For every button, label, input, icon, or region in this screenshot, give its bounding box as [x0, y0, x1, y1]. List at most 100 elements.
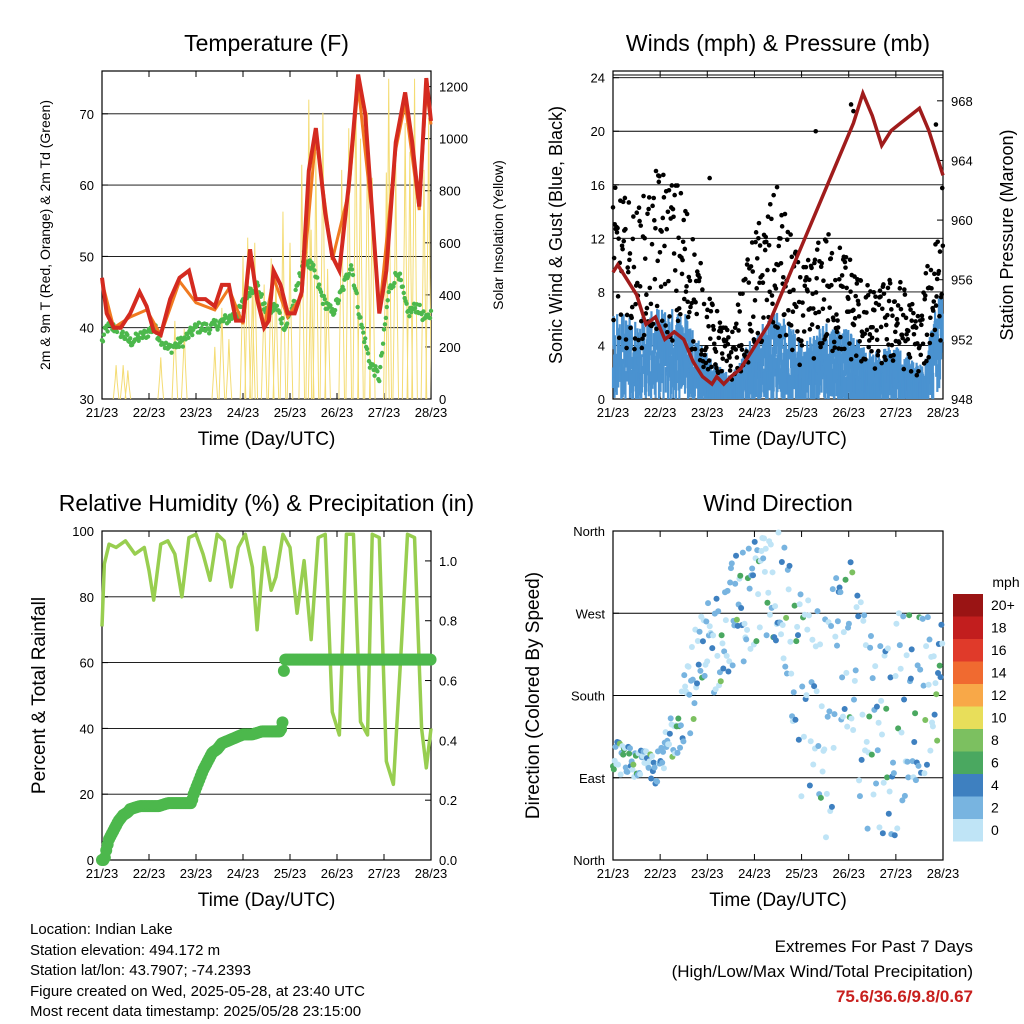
gust-point	[930, 308, 936, 313]
direction-point	[804, 626, 811, 633]
gust-point	[875, 352, 881, 358]
gust-point	[790, 309, 796, 315]
gust-point	[780, 274, 786, 280]
gust-point	[928, 267, 934, 273]
y-right-tick-label: 600	[439, 236, 461, 251]
gust-point	[818, 344, 823, 350]
gust-point	[728, 349, 734, 355]
x-tick-label: 26/23	[832, 405, 865, 420]
gust-point	[934, 294, 939, 299]
gust-point	[819, 260, 825, 266]
direction-point	[850, 727, 857, 734]
gust-point	[937, 249, 943, 254]
gust-point	[753, 230, 759, 235]
direction-point	[714, 652, 721, 659]
gust-point	[633, 301, 638, 307]
direction-point	[875, 719, 882, 726]
gust-point	[842, 346, 847, 352]
dewpoint-point	[398, 277, 404, 283]
legend-swatch	[953, 729, 983, 752]
direction-point	[852, 667, 859, 674]
gust-point	[756, 235, 761, 241]
gust-point	[664, 226, 670, 232]
direction-point	[688, 644, 695, 651]
direction-point	[703, 618, 710, 625]
legend-label: 12	[991, 687, 1007, 703]
gust-point	[863, 357, 868, 362]
chart-title: Relative Humidity (%) & Precipitation (i…	[59, 490, 474, 516]
gust-point	[919, 322, 924, 328]
gust-point	[653, 226, 658, 231]
direction-point	[834, 642, 841, 649]
legend-swatch	[953, 616, 983, 639]
direction-point	[925, 681, 932, 688]
gust-point	[883, 322, 889, 328]
direction-point	[681, 672, 688, 679]
gust-point	[908, 369, 914, 374]
legend-swatch	[953, 594, 983, 617]
direction-point	[626, 745, 633, 752]
gust-point	[824, 332, 830, 337]
gust-point	[801, 329, 807, 334]
temp2m-line	[100, 74, 433, 338]
direction-point	[866, 713, 873, 720]
gust-point	[764, 297, 770, 303]
gust-point	[728, 363, 733, 369]
dewpoint-point	[421, 309, 426, 314]
direction-point	[881, 652, 888, 659]
gust-point	[628, 325, 633, 331]
direction-point	[809, 636, 816, 643]
y-right-tick-label: 964	[951, 153, 973, 168]
direction-point	[839, 674, 846, 681]
gust-point	[624, 345, 629, 351]
gust-point	[680, 257, 685, 263]
direction-point	[706, 623, 713, 630]
gust-point	[632, 346, 637, 352]
gust-point	[800, 300, 805, 305]
direction-point	[694, 637, 701, 644]
gust-point	[820, 306, 826, 312]
gust-point	[814, 247, 820, 252]
gust-point	[623, 337, 629, 342]
gust-point	[634, 210, 640, 216]
direction-point	[760, 555, 767, 562]
direction-point	[823, 790, 830, 797]
y-axis-label: Percent & Total Rainfall	[29, 597, 50, 794]
direction-point	[779, 621, 786, 628]
direction-point	[741, 620, 748, 627]
solar-spike	[411, 78, 418, 399]
solar-spike	[251, 242, 259, 399]
gust-point	[672, 192, 677, 198]
gust-point	[654, 303, 660, 309]
direction-point	[864, 825, 871, 832]
gust-point	[652, 276, 658, 282]
gust-point	[684, 284, 689, 289]
gust-point	[929, 332, 935, 338]
direction-point	[763, 632, 770, 639]
gust-point	[701, 301, 707, 307]
gust-point	[661, 195, 667, 200]
gust-point	[771, 267, 777, 273]
gust-point	[805, 288, 810, 294]
direction-point	[796, 601, 803, 608]
direction-point	[870, 791, 877, 798]
plot-frame	[101, 530, 432, 861]
gust-point	[900, 312, 906, 318]
gust-point	[720, 356, 726, 361]
direction-point	[842, 576, 849, 583]
direction-point	[912, 710, 919, 717]
direction-point	[654, 778, 661, 785]
direction-point	[817, 641, 824, 648]
gust-point	[890, 358, 896, 363]
direction-point	[677, 744, 684, 751]
dewpoint-point	[381, 327, 387, 332]
gust-point	[760, 280, 766, 285]
gust-point	[939, 185, 945, 191]
gust-point	[627, 251, 633, 256]
gust-point	[713, 362, 718, 367]
gust-point	[890, 313, 895, 319]
gust-point	[750, 314, 756, 320]
gust-point	[904, 331, 909, 337]
direction-point	[715, 608, 722, 615]
direction-point	[891, 832, 898, 839]
